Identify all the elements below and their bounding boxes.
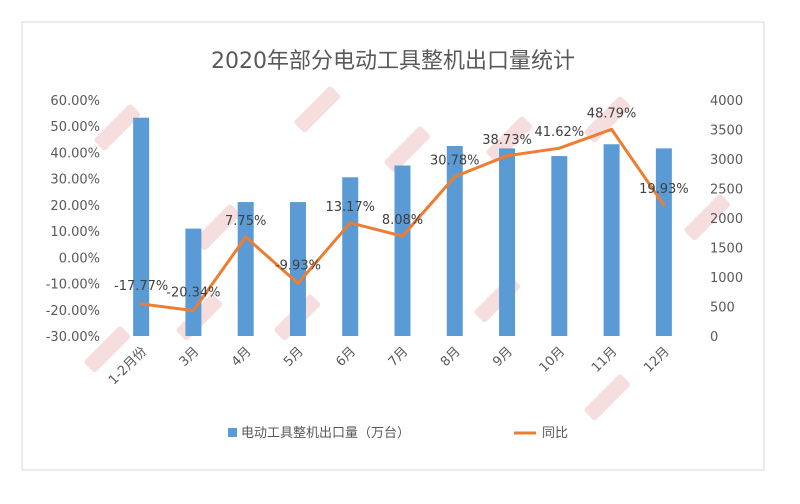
bar	[655, 148, 672, 336]
bar	[237, 202, 254, 336]
line-data-label: -20.34%	[166, 286, 220, 301]
left-axis-tick-label: 10.00%	[50, 225, 100, 240]
line-point	[453, 175, 457, 179]
legend-line-label: 同比	[542, 426, 568, 441]
line-point	[557, 146, 561, 150]
watermark-mark	[584, 374, 631, 421]
line-point	[191, 309, 195, 313]
watermark-logo	[684, 194, 731, 241]
left-axis-tick-label: 0.00%	[59, 251, 100, 266]
line-data-labels: -17.77%-20.34% 7.75% -9.93% 13.17% 8.08% 30.7…	[114, 106, 689, 300]
legend-bar-label: 电动工具整机出口量（万台）	[241, 426, 410, 441]
legend: 电动工具整机出口量（万台） 同比	[228, 426, 568, 441]
right-axis-tick-label: 2000	[710, 212, 743, 227]
right-axis-tick-label: 1000	[710, 271, 743, 286]
watermark-logo	[384, 126, 431, 173]
watermark-logo	[194, 204, 241, 251]
watermark-logo	[84, 326, 131, 373]
watermark-logo	[486, 116, 533, 163]
bar	[603, 144, 620, 336]
bar	[394, 165, 411, 336]
left-axis-tick-label: 50.00%	[50, 120, 100, 135]
watermark-mark	[84, 326, 131, 373]
bar	[551, 156, 568, 336]
right-axis-tick-label: 4000	[710, 94, 743, 109]
line-point	[296, 281, 300, 285]
bar	[289, 202, 306, 336]
left-axis-tick-label: 60.00%	[50, 94, 100, 109]
left-axis-tick-label: -20.00%	[46, 304, 100, 319]
bar-series	[133, 117, 672, 336]
watermark-mark	[486, 116, 533, 163]
chart-title: 2020年部分电动工具整机出口量统计	[211, 49, 575, 74]
watermark-mark	[384, 126, 431, 173]
line-data-label: 38.73%	[482, 133, 532, 148]
right-axis-tick-label: 1500	[710, 242, 743, 257]
right-axis-tick-label: 0	[710, 330, 718, 345]
right-axis-tick-label: 3500	[710, 124, 743, 139]
legend-bar-swatch	[228, 428, 237, 437]
watermark-logo	[94, 104, 141, 151]
line-data-label: 30.78%	[430, 154, 480, 169]
line-point	[505, 154, 509, 158]
line-point	[244, 235, 248, 239]
line-point	[610, 127, 614, 131]
watermark-logo	[584, 374, 631, 421]
watermark-mark	[684, 194, 731, 241]
line-series	[139, 127, 666, 313]
line-data-label: 13.17%	[325, 200, 375, 215]
left-axis-ticks: 60.00% 50.00% 40.00% 30.00% 20.00% 10.00% 0.00…	[46, 94, 100, 345]
watermark-logo	[584, 96, 631, 143]
right-axis-ticks: 4000 3500 3000 2500 2000 1500 1000 500 0	[710, 94, 743, 345]
line-data-label: -17.77%	[114, 279, 168, 294]
line-data-label: 41.62%	[535, 125, 585, 140]
watermark-mark	[584, 96, 631, 143]
left-axis-tick-label: -10.00%	[46, 278, 100, 293]
left-axis-tick-label: 30.00%	[50, 173, 100, 188]
line-data-label: 48.79%	[587, 106, 637, 121]
line-point	[139, 302, 143, 306]
bar	[185, 228, 202, 336]
watermark-mark	[194, 204, 241, 251]
line-point	[401, 234, 404, 238]
line-point	[348, 221, 352, 225]
right-axis-tick-label: 3000	[710, 153, 743, 168]
right-axis-tick-label: 2500	[710, 183, 743, 198]
left-axis-tick-label: 40.00%	[50, 146, 100, 161]
watermark-logo	[294, 86, 341, 133]
line-data-label: 19.93%	[639, 182, 689, 197]
bar	[499, 148, 516, 336]
line-point	[662, 203, 666, 207]
line-data-label: 7.75%	[225, 214, 266, 229]
line-data-label: 8.08%	[382, 213, 423, 228]
bar	[446, 146, 463, 336]
line-data-label: -9.93%	[275, 258, 321, 273]
right-axis-tick-label: 500	[710, 301, 735, 316]
watermark-mark	[94, 104, 141, 151]
bar	[342, 177, 359, 336]
bar	[133, 117, 150, 336]
left-axis-tick-label: -30.00%	[46, 330, 100, 345]
watermark-mark	[294, 86, 341, 133]
left-axis-tick-label: 20.00%	[50, 199, 100, 214]
